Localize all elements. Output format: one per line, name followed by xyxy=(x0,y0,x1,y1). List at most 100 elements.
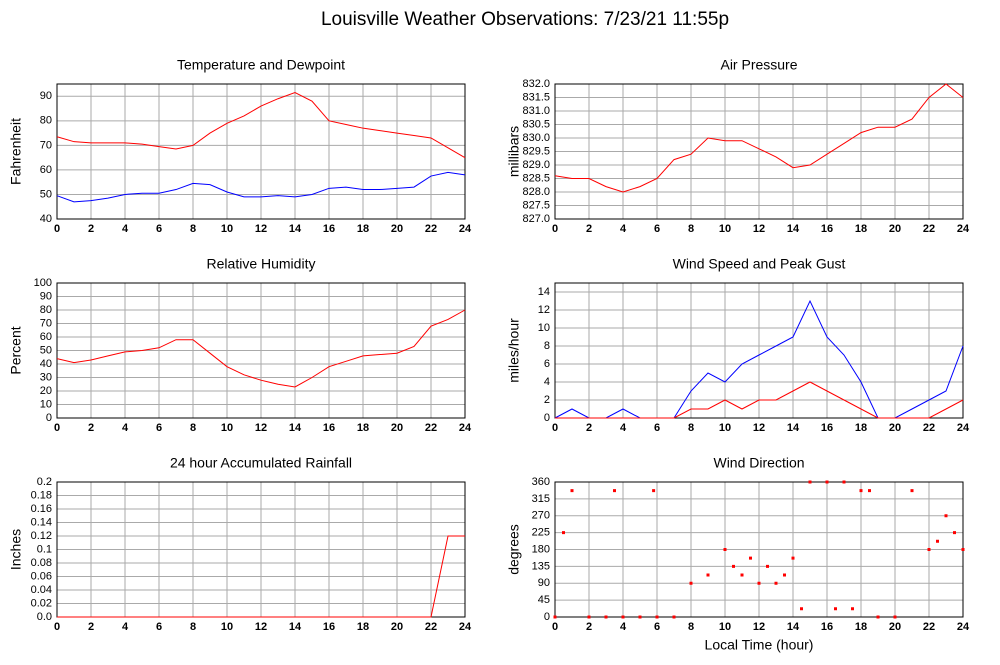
data-point xyxy=(732,564,735,568)
x-tick-label: 20 xyxy=(391,223,403,235)
data-point xyxy=(944,514,948,518)
y-tick-label: 2 xyxy=(544,394,550,406)
x-tick-label: 10 xyxy=(221,223,233,235)
data-line xyxy=(56,92,466,159)
x-tick-label: 22 xyxy=(923,621,935,633)
y-tick-label: 828.5 xyxy=(522,172,550,184)
data-point xyxy=(936,539,939,543)
data-point xyxy=(842,480,846,484)
chart-title: Wind Speed and Peak Gust xyxy=(673,256,846,272)
y-tick-label: 0.16 xyxy=(31,503,52,515)
data-point xyxy=(740,573,744,577)
y-tick-label: 831.5 xyxy=(522,91,550,103)
y-tick-label: 0.06 xyxy=(31,570,52,582)
data-point xyxy=(808,480,812,484)
y-tick-label: 90 xyxy=(40,90,52,102)
x-tick-label: 24 xyxy=(957,223,970,235)
y-tick-label: 270 xyxy=(532,510,550,522)
chart-title: Temperature and Dewpoint xyxy=(177,57,345,73)
y-tick-label: 70 xyxy=(40,317,52,329)
x-tick-label: 0 xyxy=(54,621,60,633)
y-tick-label: 829.5 xyxy=(522,145,550,157)
y-tick-label: 50 xyxy=(40,188,52,200)
chart-title: Air Pressure xyxy=(720,57,797,73)
y-tick-label: 0.02 xyxy=(31,597,52,609)
x-tick-label: 6 xyxy=(156,621,162,633)
y-tick-label: 4 xyxy=(544,376,550,388)
plot-frame xyxy=(56,83,466,220)
y-tick-label: 0.0 xyxy=(37,611,52,623)
x-tick-label: 6 xyxy=(156,223,162,235)
x-tick-label: 16 xyxy=(323,621,335,633)
data-point xyxy=(927,548,931,551)
x-tick-label: 16 xyxy=(821,621,833,633)
y-tick-label: 832.0 xyxy=(522,78,550,90)
y-axis-label: Fahrenheit xyxy=(8,118,24,185)
data-point xyxy=(868,489,871,493)
data-point xyxy=(953,531,956,535)
data-point xyxy=(621,615,625,619)
y-tick-label: 10 xyxy=(40,398,52,410)
data-point xyxy=(570,489,574,493)
x-tick-label: 4 xyxy=(620,422,627,434)
x-tick-label: 14 xyxy=(289,422,302,434)
x-tick-label: 2 xyxy=(586,422,592,434)
y-tick-label: 14 xyxy=(538,286,550,298)
data-point xyxy=(876,615,880,619)
x-tick-label: 24 xyxy=(459,621,472,633)
y-tick-label: 80 xyxy=(40,115,52,127)
data-point xyxy=(766,564,769,568)
y-tick-label: 20 xyxy=(40,385,52,397)
y-axis-label: Inches xyxy=(8,529,24,570)
x-tick-label: 4 xyxy=(122,621,129,633)
y-tick-label: 315 xyxy=(532,493,550,505)
x-tick-label: 8 xyxy=(688,223,694,235)
data-line xyxy=(555,381,964,419)
y-tick-label: 0.12 xyxy=(31,530,52,542)
y-tick-label: 45 xyxy=(538,594,550,606)
data-point xyxy=(791,556,795,560)
plot-frame xyxy=(554,83,964,220)
data-point xyxy=(638,615,642,619)
data-point xyxy=(613,489,616,493)
x-tick-label: 20 xyxy=(889,621,901,633)
x-tick-label: 10 xyxy=(719,621,731,633)
x-tick-label: 22 xyxy=(425,422,437,434)
data-line xyxy=(554,83,964,193)
page-title: Louisville Weather Observations: 7/23/21… xyxy=(321,9,729,30)
chart-title: Wind Direction xyxy=(713,455,804,471)
y-tick-label: 225 xyxy=(532,527,550,539)
y-tick-label: 0.14 xyxy=(31,516,52,528)
y-tick-label: 0.18 xyxy=(31,489,52,501)
x-tick-label: 14 xyxy=(787,621,800,633)
y-tick-label: 0.08 xyxy=(31,557,52,569)
x-tick-label: 10 xyxy=(719,422,731,434)
x-tick-label: 24 xyxy=(957,621,970,633)
x-tick-label: 16 xyxy=(323,223,335,235)
x-tick-label: 2 xyxy=(586,223,592,235)
data-point xyxy=(825,480,829,484)
x-tick-label: 8 xyxy=(190,422,196,434)
x-axis-label: Local Time (hour) xyxy=(705,637,814,653)
x-tick-label: 6 xyxy=(654,422,660,434)
data-point xyxy=(672,615,676,619)
y-tick-label: 90 xyxy=(538,577,550,589)
x-tick-label: 4 xyxy=(620,621,627,633)
y-tick-label: 60 xyxy=(40,164,52,176)
y-tick-label: 10 xyxy=(538,322,550,334)
data-point xyxy=(655,615,659,619)
data-point xyxy=(689,581,693,585)
data-line xyxy=(56,309,466,388)
x-tick-label: 14 xyxy=(787,223,800,235)
x-tick-label: 4 xyxy=(122,422,129,434)
x-tick-label: 16 xyxy=(821,422,833,434)
y-tick-label: 360 xyxy=(532,476,550,488)
y-tick-label: 830.0 xyxy=(522,132,550,144)
x-tick-label: 16 xyxy=(821,223,833,235)
y-tick-label: 180 xyxy=(532,543,550,555)
x-tick-label: 8 xyxy=(688,422,694,434)
data-point xyxy=(587,615,591,619)
x-tick-label: 20 xyxy=(889,422,901,434)
y-tick-label: 0.1 xyxy=(37,543,52,555)
